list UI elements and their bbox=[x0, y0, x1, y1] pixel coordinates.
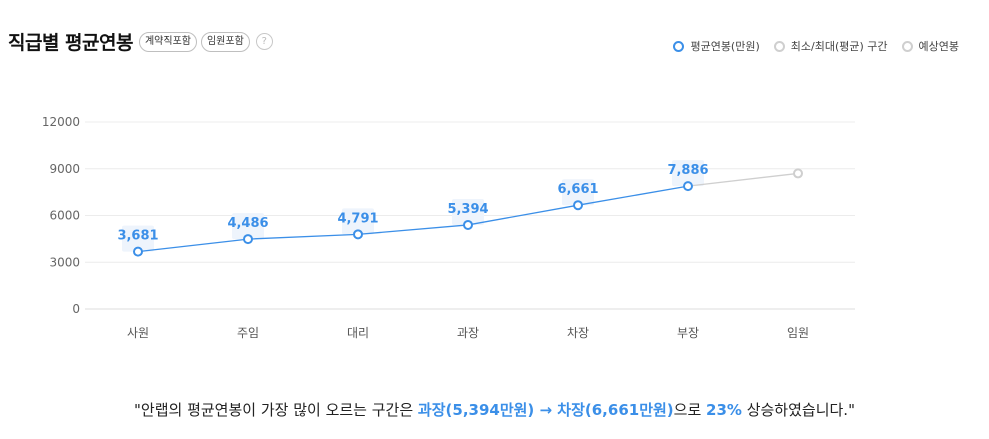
avg-salary-data-point bbox=[573, 200, 583, 211]
summary-middle: 으로 bbox=[673, 401, 707, 419]
salary-line-chart: 0 3000 6000 9000 12000 사원 주임 대리 과장 차장 부장 임원 3,681 4,4… bbox=[42, 115, 855, 340]
avg-salary-data-point bbox=[353, 229, 363, 240]
x-tick-label: 차장 bbox=[567, 326, 589, 340]
avg-salary-data-point bbox=[463, 219, 473, 230]
y-tick-label: 9000 bbox=[49, 162, 80, 176]
avg-salary-data-point bbox=[243, 234, 253, 245]
x-tick-label: 대리 bbox=[347, 326, 369, 340]
legend-item-range: 최소/최대(평균) 구간 bbox=[773, 38, 888, 54]
x-tick-label: 주임 bbox=[237, 326, 259, 340]
data-label: 6,661 bbox=[557, 182, 598, 197]
avg-salary-series-line bbox=[137, 185, 689, 253]
x-tick-label: 과장 bbox=[457, 326, 479, 340]
y-tick-label: 12000 bbox=[42, 115, 80, 129]
executive-included-toggle[interactable]: 임원포함 bbox=[200, 31, 250, 52]
data-label-background bbox=[232, 213, 264, 240]
forecast-series-line bbox=[687, 172, 799, 187]
page-title: 직급별 평균연봉 bbox=[8, 32, 133, 54]
legend-item-avg: 평균연봉(만원) bbox=[673, 38, 760, 54]
contract-included-toggle[interactable]: 계약직포함 bbox=[138, 31, 197, 52]
x-tick-label: 부장 bbox=[677, 326, 699, 340]
y-tick-label: 0 bbox=[72, 302, 80, 316]
data-label: 4,791 bbox=[337, 211, 378, 226]
data-label-background bbox=[452, 198, 484, 225]
legend-avg-label: 평균연봉(만원) bbox=[690, 40, 760, 53]
legend-range-marker-icon bbox=[773, 40, 785, 52]
legend-item-forecast: 예상연봉 bbox=[901, 38, 959, 54]
summary-suffix: 상승하였습니다." bbox=[741, 401, 855, 419]
data-label-background bbox=[672, 160, 704, 187]
data-label-background bbox=[342, 208, 374, 235]
legend-forecast-marker-icon bbox=[901, 40, 913, 52]
data-label: 7,886 bbox=[667, 163, 708, 178]
x-tick-label: 임원 bbox=[787, 326, 809, 340]
legend-avg-marker-icon bbox=[673, 40, 685, 52]
forecast-data-point bbox=[793, 168, 803, 179]
help-icon[interactable]: ? bbox=[255, 33, 273, 50]
y-tick-label: 3000 bbox=[49, 255, 80, 269]
summary-highlight: 과장(5,394만원) → 차장(6,661만원) bbox=[417, 401, 674, 419]
chart-header: 직급별 평균연봉 계약직포함 임원포함 ? bbox=[8, 28, 273, 55]
data-label-background bbox=[562, 179, 594, 206]
chart-legend: 평균연봉(만원) 최소/최대(평균) 구간 예상연봉 bbox=[659, 38, 959, 54]
data-label: 3,681 bbox=[117, 229, 158, 244]
summary-prefix: "안랩의 평균연봉이 가장 많이 오르는 구간은 bbox=[134, 401, 418, 419]
data-label: 5,394 bbox=[447, 202, 488, 217]
y-tick-label: 6000 bbox=[49, 209, 80, 223]
avg-salary-data-point bbox=[133, 246, 143, 257]
summary-percent: 23% bbox=[706, 401, 742, 419]
data-label-background bbox=[122, 225, 154, 252]
legend-forecast-label: 예상연봉 bbox=[918, 40, 959, 53]
data-label: 4,486 bbox=[227, 216, 268, 231]
legend-range-label: 최소/최대(평균) 구간 bbox=[790, 40, 888, 53]
avg-salary-data-point bbox=[683, 181, 693, 192]
summary-text: "안랩의 평균연봉이 가장 많이 오르는 구간은 과장(5,394만원) → 차… bbox=[0, 399, 989, 420]
x-tick-label: 사원 bbox=[127, 326, 149, 340]
